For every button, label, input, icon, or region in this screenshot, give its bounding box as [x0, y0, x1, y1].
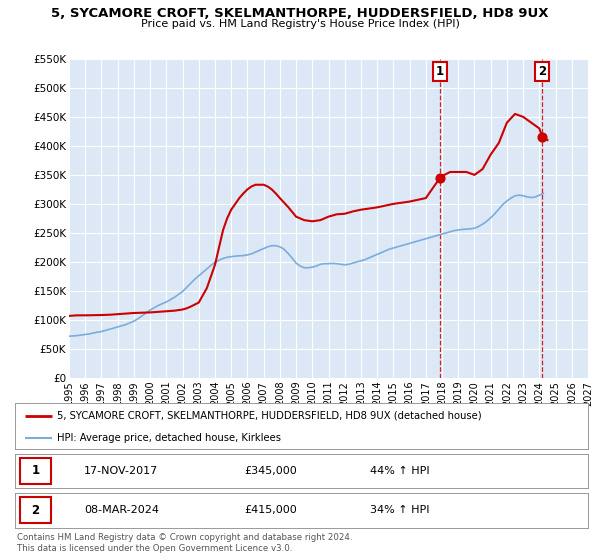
Text: 5, SYCAMORE CROFT, SKELMANTHORPE, HUDDERSFIELD, HD8 9UX: 5, SYCAMORE CROFT, SKELMANTHORPE, HUDDER… — [51, 7, 549, 20]
Text: 34% ↑ HPI: 34% ↑ HPI — [370, 505, 430, 515]
Text: 44% ↑ HPI: 44% ↑ HPI — [370, 466, 430, 476]
Text: 5, SYCAMORE CROFT, SKELMANTHORPE, HUDDERSFIELD, HD8 9UX (detached house): 5, SYCAMORE CROFT, SKELMANTHORPE, HUDDER… — [57, 410, 481, 421]
Text: 1: 1 — [31, 464, 40, 478]
Text: 1: 1 — [436, 65, 444, 78]
Text: Price paid vs. HM Land Registry's House Price Index (HPI): Price paid vs. HM Land Registry's House … — [140, 19, 460, 29]
Text: 17-NOV-2017: 17-NOV-2017 — [84, 466, 158, 476]
Text: HPI: Average price, detached house, Kirklees: HPI: Average price, detached house, Kirk… — [57, 433, 281, 442]
FancyBboxPatch shape — [20, 497, 51, 524]
Text: £345,000: £345,000 — [244, 466, 297, 476]
Text: 2: 2 — [31, 503, 40, 517]
Point — [435, 173, 445, 182]
Text: This data is licensed under the Open Government Licence v3.0.: This data is licensed under the Open Gov… — [17, 544, 292, 553]
Text: 2: 2 — [538, 65, 547, 78]
Point — [538, 133, 547, 142]
Text: £415,000: £415,000 — [244, 505, 297, 515]
FancyBboxPatch shape — [20, 458, 51, 484]
Text: 08-MAR-2024: 08-MAR-2024 — [84, 505, 159, 515]
Text: Contains HM Land Registry data © Crown copyright and database right 2024.: Contains HM Land Registry data © Crown c… — [17, 533, 352, 542]
